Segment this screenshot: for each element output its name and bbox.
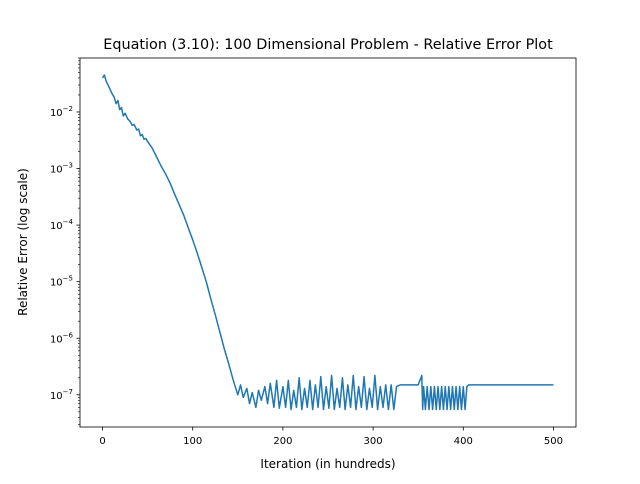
y-tick-label: 10−7 xyxy=(50,388,73,402)
x-tick-label: 500 xyxy=(544,436,563,447)
x-tick-label: 200 xyxy=(273,436,292,447)
y-tick-label: 10−6 xyxy=(50,331,74,345)
x-tick-label: 100 xyxy=(183,436,202,447)
y-tick-label: 10−2 xyxy=(50,105,73,119)
x-axis-label: Iteration (in hundreds) xyxy=(260,457,395,471)
x-axis: 0 100 200 300 400 500 xyxy=(99,427,563,447)
x-tick-label: 300 xyxy=(364,436,383,447)
y-tick-label: 10−4 xyxy=(50,218,74,232)
plot-frame xyxy=(79,57,577,428)
y-tick-label: 10−5 xyxy=(50,275,73,289)
plot-area xyxy=(101,74,554,411)
chart-title: Equation (3.10): 100 Dimensional Problem… xyxy=(103,37,553,53)
y-axis-label: Relative Error (log scale) xyxy=(16,168,30,316)
y-axis: 10−7 10−6 10−5 10−4 10−3 10−2 xyxy=(50,57,80,425)
series-line-0 xyxy=(101,74,554,411)
x-tick-label: 0 xyxy=(99,436,105,447)
y-tick-label: 10−3 xyxy=(50,162,73,176)
x-tick-label: 400 xyxy=(454,436,473,447)
